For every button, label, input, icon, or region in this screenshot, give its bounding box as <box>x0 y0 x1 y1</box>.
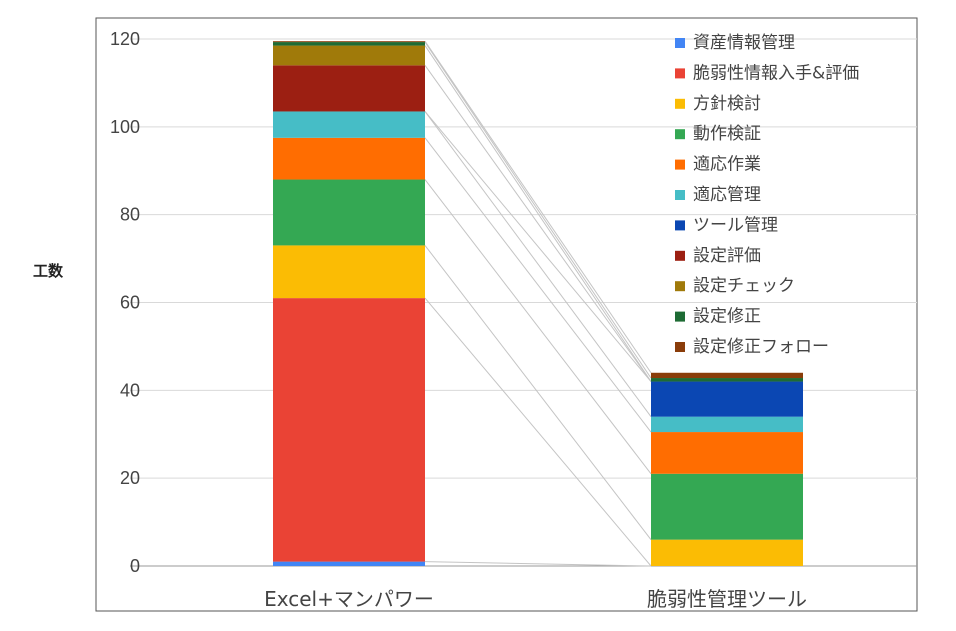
connector-line <box>424 245 652 540</box>
connector-line <box>424 65 652 382</box>
bar-segment <box>651 378 803 382</box>
x-category-label: Excel+マンパワー <box>264 587 434 611</box>
legend-item: 資産情報管理 <box>675 33 795 53</box>
y-axis-ticks: 0 20 40 60 80 100 120 <box>110 29 140 576</box>
bar-segment <box>273 179 425 246</box>
bar-segment <box>273 137 425 180</box>
connector-line <box>424 40 652 374</box>
y-tick-label: 20 <box>120 468 140 488</box>
legend-item: 脆弱性情報入手&評価 <box>675 63 859 83</box>
y-axis-label: 工数 <box>33 262 64 280</box>
connector-line <box>424 179 652 475</box>
bar-segment <box>651 416 803 433</box>
bar-segment <box>273 111 425 138</box>
legend: 資産情報管理脆弱性情報入手&評価方針検討動作検証適応作業適応管理ツール管理設定評… <box>675 33 859 357</box>
connector-line <box>424 45 652 382</box>
legend-item: 方針検討 <box>675 94 761 114</box>
legend-swatch <box>675 38 685 48</box>
connector-line <box>424 111 652 382</box>
legend-label: 方針検討 <box>693 94 761 114</box>
legend-item: 適応管理 <box>675 185 761 205</box>
legend-item: 動作検証 <box>675 124 761 144</box>
bars <box>273 41 803 566</box>
legend-swatch <box>675 98 685 109</box>
y-tick-label: 120 <box>110 29 140 49</box>
bar-segment <box>273 45 425 66</box>
bar-segment <box>273 65 425 112</box>
legend-swatch <box>675 68 685 79</box>
legend-label: 設定評価 <box>693 246 761 266</box>
bar-segment <box>273 245 425 299</box>
legend-label: 適応管理 <box>693 185 761 205</box>
legend-swatch <box>675 250 685 261</box>
legend-swatch <box>675 311 685 322</box>
connector-line <box>424 561 652 567</box>
legend-label: 脆弱性情報入手&評価 <box>693 63 859 83</box>
legend-swatch <box>675 342 685 352</box>
bar-stack-1 <box>651 372 803 566</box>
bar-segment <box>273 298 425 562</box>
legend-label: 設定修正フォロー <box>693 337 829 357</box>
y-tick-label: 40 <box>120 380 140 400</box>
bar-segment <box>273 561 425 566</box>
connector-line <box>424 111 652 417</box>
legend-item: ツール管理 <box>675 215 778 235</box>
legend-item: 設定評価 <box>675 246 761 266</box>
legend-label: ツール管理 <box>693 215 778 235</box>
legend-label: 設定チェック <box>693 276 795 296</box>
connector-line <box>424 41 652 379</box>
legend-label: 適応作業 <box>693 155 761 175</box>
bar-segment <box>651 473 803 540</box>
legend-swatch <box>675 220 685 231</box>
legend-item: 設定修正フォロー <box>675 337 829 357</box>
legend-item: 適応作業 <box>675 155 761 175</box>
bar-segment <box>651 539 803 566</box>
legend-swatch <box>675 190 685 200</box>
legend-label: 資産情報管理 <box>693 33 795 53</box>
y-tick-label: 100 <box>110 117 140 137</box>
legend-swatch <box>675 281 685 292</box>
legend-swatch <box>675 159 685 170</box>
legend-label: 動作検証 <box>693 124 761 144</box>
connector-line <box>424 137 652 433</box>
y-tick-label: 0 <box>130 556 140 576</box>
connector-lines <box>424 40 652 567</box>
legend-swatch <box>675 129 685 140</box>
x-category-label: 脆弱性管理ツール <box>647 587 807 611</box>
legend-label: 設定修正 <box>693 307 761 327</box>
legend-item: 設定修正 <box>675 307 761 327</box>
bar-segment <box>273 42 425 46</box>
bar-segment <box>651 381 803 417</box>
connector-line <box>424 297 652 567</box>
legend-item: 設定チェック <box>675 276 795 296</box>
x-axis-categories: Excel+マンパワー 脆弱性管理ツール <box>264 587 807 611</box>
bar-segment <box>651 432 803 474</box>
bar-stack-0 <box>273 41 425 566</box>
y-tick-label: 80 <box>120 205 140 225</box>
y-tick-label: 60 <box>120 293 140 313</box>
bar-segment <box>651 372 803 379</box>
bar-segment <box>273 41 425 43</box>
